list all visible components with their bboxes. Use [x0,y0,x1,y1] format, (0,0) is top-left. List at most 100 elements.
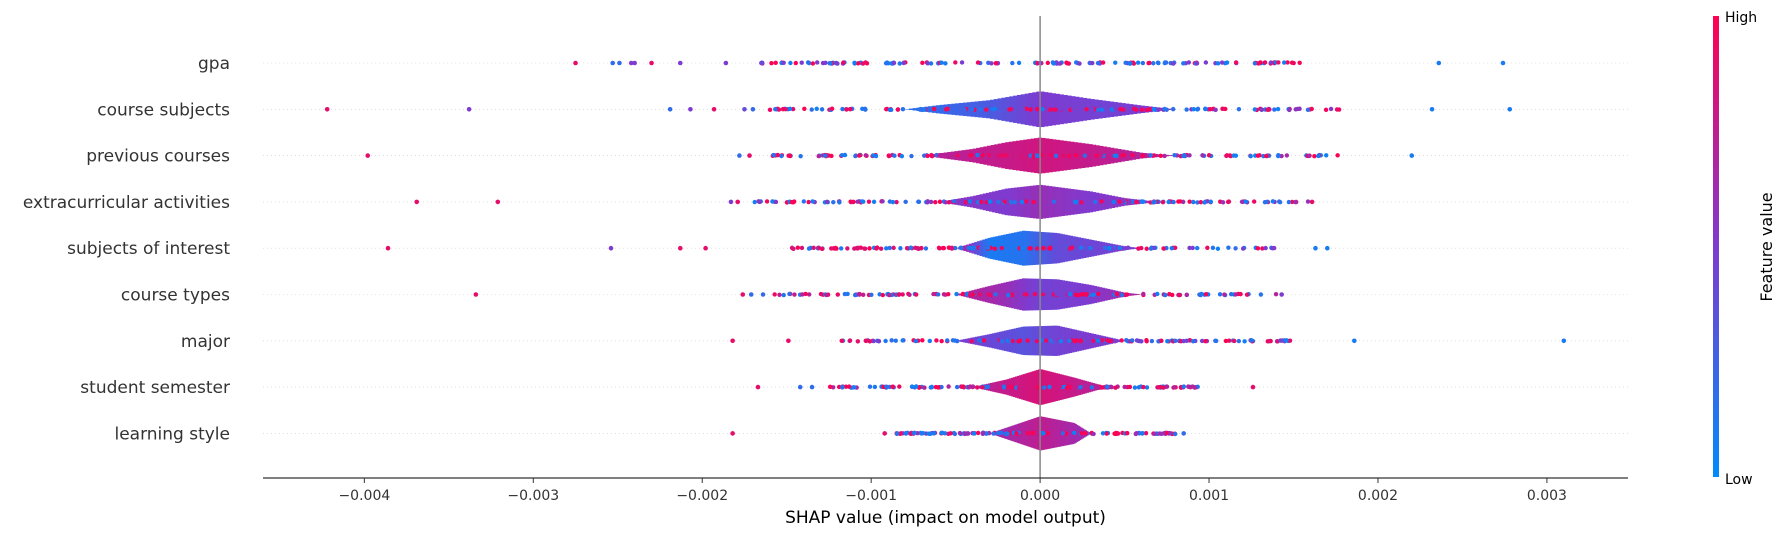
violin-slice [1064,188,1068,216]
shap-dot [1117,199,1122,204]
violin-slice [984,334,988,347]
shap-dot [1159,338,1164,343]
shap-dot [1226,338,1232,343]
shap-dot [941,245,947,251]
shap-dot [1238,291,1243,297]
shap-dot [1090,106,1095,112]
violin-slice [1083,331,1087,350]
shap-dot [999,339,1005,344]
shap-dot [1152,199,1158,205]
shap-dot [939,384,944,390]
shap-dot [919,431,924,436]
feature-labels: gpa course subjects previous courses extrac… [23,54,230,444]
shap-dot [884,60,890,65]
shap-dot [929,152,934,158]
shap-dot [1276,60,1281,65]
shap-dot [1112,153,1117,158]
shap-dot [1063,431,1069,436]
shap-dot [1206,153,1212,158]
shap-dot [777,292,782,298]
shap-dot [1215,61,1221,66]
violin-slice [1168,155,1173,157]
shap-dot [908,245,913,250]
shap-dot [970,107,975,112]
shap-dot [1084,107,1089,112]
shap-dot [900,292,905,297]
shap-dot [1066,153,1072,159]
shap-dot [1014,431,1019,436]
shap-dot [1236,106,1242,112]
shap-dot [1001,384,1006,389]
shap-dot [1197,292,1202,297]
shap-dot [1236,338,1242,344]
shap-dot [953,60,958,65]
violin-slice [1072,377,1076,397]
shap-outlier-dot [649,60,654,66]
shap-dot [887,245,892,251]
shap-dot [987,199,992,204]
shap-dot [779,153,784,159]
shap-dot [878,246,884,251]
shap-dot [959,60,965,65]
shap-dot [1323,107,1329,113]
violin-slice [972,148,977,163]
shap-dot [1266,107,1271,112]
violin-slice [1055,373,1059,401]
shap-dot [1114,291,1119,297]
shap-dot [1220,106,1225,112]
violin-slice [1063,95,1068,124]
shap-dot [1151,61,1156,66]
violin-slice [1013,95,1018,123]
shap-dot [903,431,909,436]
violin-slice [1016,94,1022,124]
shap-outlier-dot [748,292,754,297]
violin-slice [1008,233,1012,263]
shap-dot [1072,199,1078,205]
shap-dot [1000,153,1006,159]
shap-dot [903,199,908,205]
shap-dot [1105,384,1110,389]
shap-dot [915,246,920,251]
shap-dot [1181,384,1187,389]
shap-dot [929,431,934,436]
shap-dot [1031,153,1036,159]
shap-dot [871,338,876,344]
shap-dot [1044,338,1049,343]
shap-dot [927,338,933,344]
shap-dot [933,199,938,205]
shap-dot [927,107,932,112]
shap-dot [894,431,900,436]
feature-label: course subjects [97,100,230,120]
shap-dot [1027,246,1032,251]
violin-slice [1044,138,1050,173]
shap-dot [1165,339,1170,344]
shap-outlier-dot [365,153,371,158]
violin-slice [1086,381,1089,393]
violin-slice [1011,232,1015,264]
shap-dot [1079,200,1084,205]
shap-dot [999,245,1005,251]
shap-dot [966,384,972,390]
shap-dot [1124,338,1129,343]
shap-dot [1220,200,1226,205]
shap-dot [1226,199,1232,204]
shap-dot [934,338,939,343]
violin-slice [1136,294,1140,295]
shap-dot [928,61,934,66]
shap-dot [936,385,941,390]
shap-dot [1053,338,1058,344]
shap-dot [1286,199,1292,205]
shap-dot [1275,106,1281,112]
shap-dot [1057,61,1063,66]
shap-dot [1166,199,1171,205]
shap-dot [1048,338,1053,343]
shap-dot [963,200,968,205]
shap-dot [1010,384,1015,389]
shap-dot [1181,61,1186,66]
shap-dot [1203,292,1209,297]
shap-dot [1111,199,1116,205]
shap-outlier-dot [1436,60,1442,66]
shap-dot [855,339,861,344]
shap-dot [1057,384,1062,389]
